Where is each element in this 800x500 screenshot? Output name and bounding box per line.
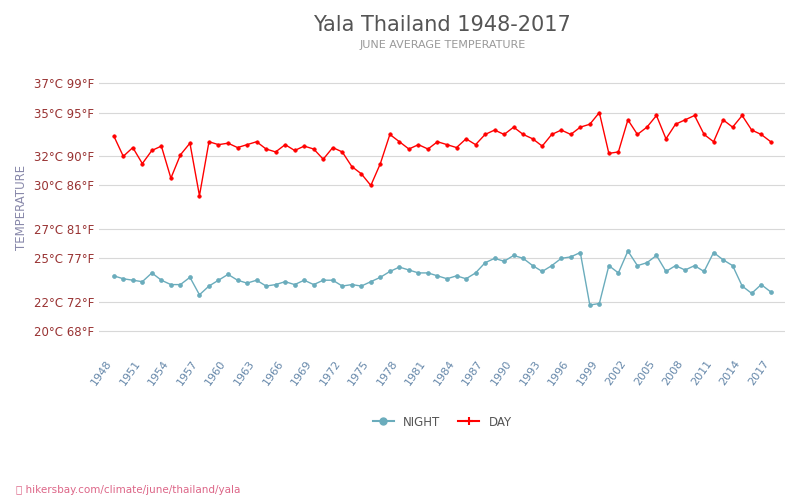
Text: JUNE AVERAGE TEMPERATURE: JUNE AVERAGE TEMPERATURE <box>359 40 526 50</box>
Title: Yala Thailand 1948-2017: Yala Thailand 1948-2017 <box>314 15 571 35</box>
Legend: NIGHT, DAY: NIGHT, DAY <box>373 416 512 429</box>
Y-axis label: TEMPERATURE: TEMPERATURE <box>15 165 28 250</box>
Text: 📍 hikersbay.com/climate/june/thailand/yala: 📍 hikersbay.com/climate/june/thailand/ya… <box>16 485 240 495</box>
